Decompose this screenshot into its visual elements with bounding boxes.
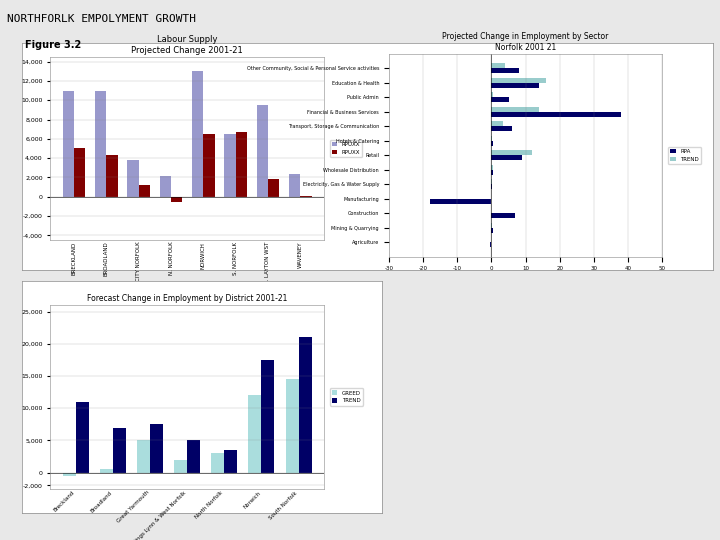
Bar	[491, 68, 518, 73]
Bar	[63, 91, 74, 197]
Bar	[174, 460, 187, 472]
Bar	[268, 179, 279, 197]
Bar	[248, 395, 261, 472]
Bar	[300, 196, 312, 197]
Bar	[127, 160, 139, 197]
Legend: RPA, TREND: RPA, TREND	[668, 146, 701, 164]
Bar	[150, 424, 163, 472]
Bar	[76, 402, 89, 472]
Bar	[491, 83, 539, 88]
Bar	[491, 150, 532, 156]
Text: NORTHFORLK EMPOLYMENT GROWTH: NORTHFORLK EMPOLYMENT GROWTH	[7, 14, 196, 24]
Bar	[286, 379, 299, 472]
Text: Figure 3.2: Figure 3.2	[25, 40, 81, 51]
Bar	[491, 165, 492, 170]
Title: Forecast Change in Employment by District 2001-21: Forecast Change in Employment by Distric…	[87, 294, 287, 303]
Bar	[491, 213, 516, 218]
Bar	[430, 199, 491, 204]
Bar	[225, 134, 235, 197]
Bar	[490, 242, 491, 247]
Bar	[160, 176, 171, 197]
Bar	[491, 78, 546, 83]
Bar	[100, 469, 113, 472]
Bar	[95, 91, 107, 197]
Bar	[491, 112, 621, 117]
Bar	[491, 107, 539, 112]
Bar	[256, 105, 268, 197]
Bar	[491, 156, 522, 160]
Legend: GREED, TREND: GREED, TREND	[330, 388, 363, 406]
Bar	[171, 197, 182, 201]
Bar	[137, 441, 150, 472]
Bar	[74, 148, 86, 197]
Bar	[107, 156, 118, 197]
Bar	[299, 338, 312, 472]
Bar	[289, 174, 300, 197]
Bar	[212, 453, 225, 472]
Bar	[235, 132, 247, 197]
Bar	[192, 71, 203, 197]
Title: Projected Change in Employment by Sector
Norfolk 2001 21: Projected Change in Employment by Sector…	[442, 32, 609, 52]
Bar	[491, 63, 505, 68]
Bar	[113, 428, 126, 472]
Bar	[63, 472, 76, 476]
Legend: RPUXX, RPUXX: RPUXX, RPUXX	[330, 140, 362, 157]
Bar	[225, 450, 238, 472]
Bar	[139, 185, 150, 197]
Title: Labour Supply
Projected Change 2001-21: Labour Supply Projected Change 2001-21	[131, 35, 243, 55]
Bar	[491, 170, 493, 175]
Bar	[261, 360, 274, 472]
Bar	[491, 121, 503, 126]
Bar	[491, 126, 512, 131]
Bar	[491, 92, 493, 97]
Bar	[491, 228, 492, 233]
Bar	[491, 141, 493, 146]
Bar	[187, 441, 200, 472]
Bar	[491, 97, 508, 103]
Bar	[203, 134, 215, 197]
